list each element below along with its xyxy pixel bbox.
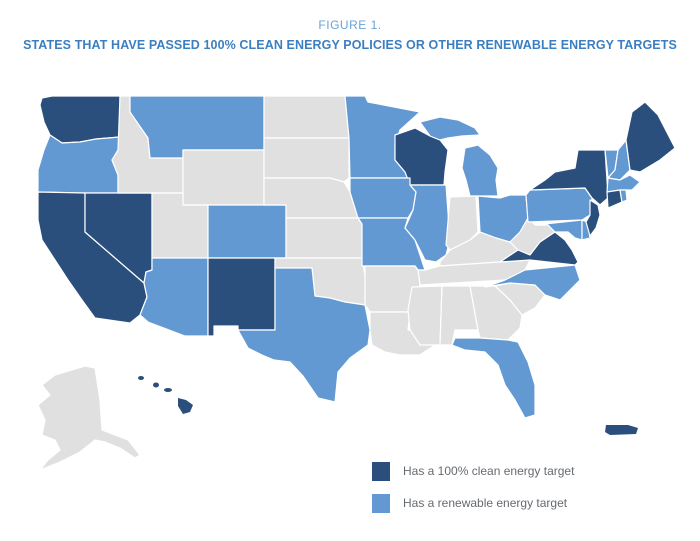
legend-label: Has a renewable energy target: [403, 496, 568, 510]
legend-item-clean-100: Has a 100% clean energy target: [372, 461, 575, 481]
legend-swatch-renewable: [372, 493, 390, 513]
state-WY[interactable]: [182, 149, 265, 206]
legend: Has a 100% clean energy target Has a ren…: [372, 461, 575, 526]
figure-title: STATES THAT HAVE PASSED 100% CLEAN ENERG…: [23, 38, 677, 52]
state-NC[interactable]: [484, 264, 581, 301]
legend-label: Has a 100% clean energy target: [403, 464, 575, 478]
state-WI[interactable]: [394, 127, 449, 186]
state-KS[interactable]: [285, 217, 363, 259]
state-ME[interactable]: [625, 101, 676, 173]
state-NM[interactable]: [207, 257, 276, 337]
state-FL[interactable]: [451, 337, 536, 419]
state-VA[interactable]: [499, 231, 579, 266]
state-SD[interactable]: [263, 137, 350, 183]
state-NJ[interactable]: [585, 199, 601, 237]
state-MI[interactable]: [461, 144, 499, 197]
state-ND[interactable]: [263, 95, 350, 139]
state-AK[interactable]: [37, 365, 141, 471]
state-MT[interactable]: [129, 95, 265, 159]
state-NY[interactable]: [529, 149, 609, 206]
legend-item-renewable: Has a renewable energy target: [372, 493, 574, 513]
state-TX[interactable]: [237, 267, 371, 403]
state-CT[interactable]: [606, 189, 623, 209]
state-LA[interactable]: [369, 311, 436, 356]
state-PA[interactable]: [525, 187, 593, 223]
state-HI[interactable]: [138, 376, 193, 414]
state-IA[interactable]: [349, 177, 417, 219]
state-OR[interactable]: [37, 134, 121, 194]
legend-swatch-clean-100: [372, 461, 390, 481]
state-MI-UP[interactable]: [419, 116, 481, 141]
territory-PR[interactable]: [605, 425, 638, 435]
figure-label: FIGURE 1.: [318, 18, 382, 32]
state-CO[interactable]: [207, 204, 287, 259]
state-RI[interactable]: [619, 189, 628, 203]
